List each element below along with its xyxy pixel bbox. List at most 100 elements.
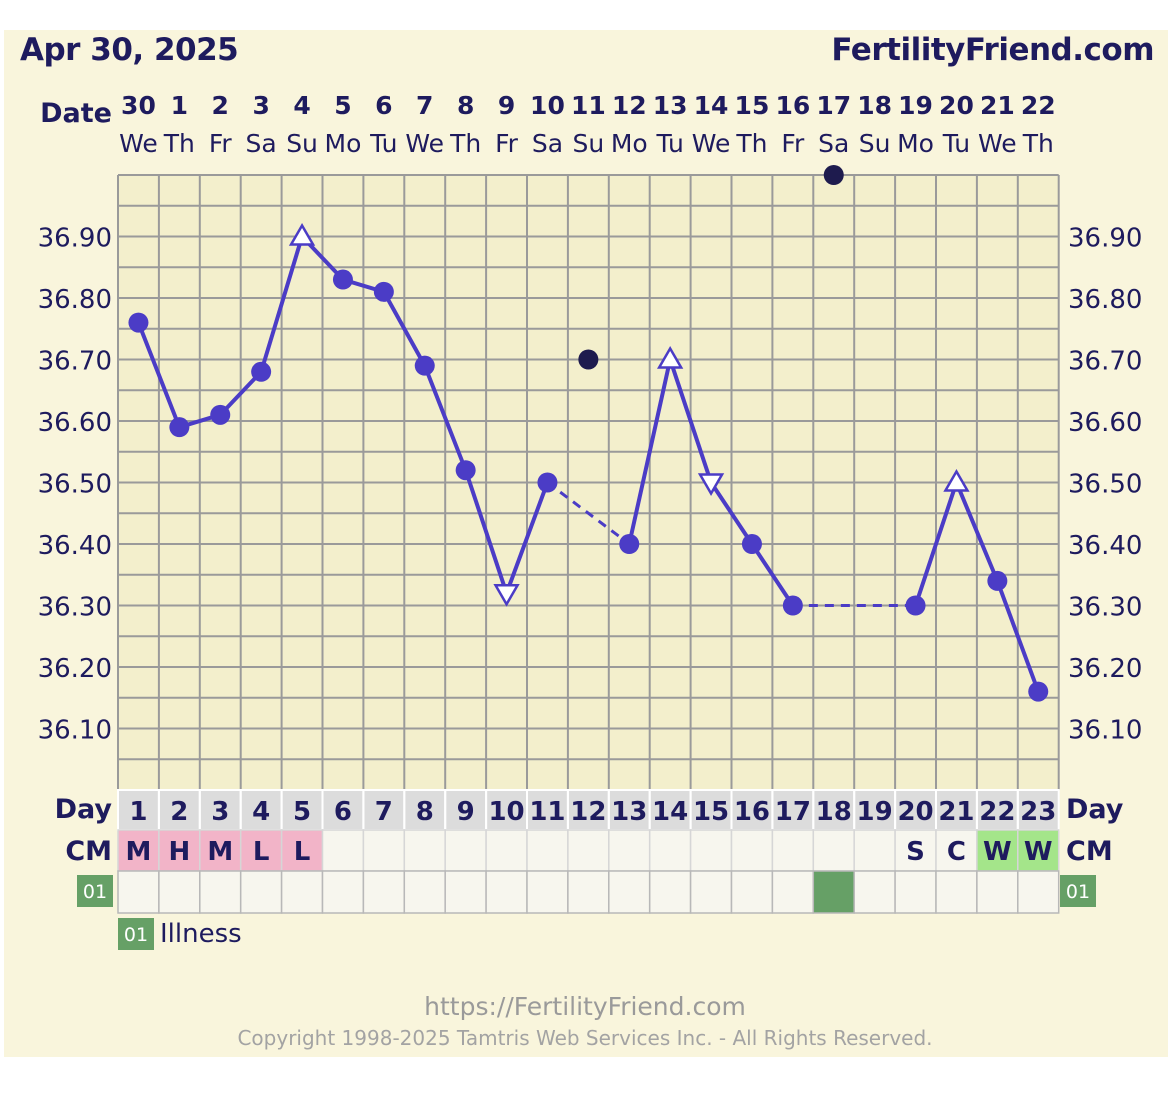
- illness-cell: [239, 870, 283, 914]
- temp-point: [619, 534, 640, 554]
- y-tick-label-right: 36.40: [1068, 531, 1142, 561]
- date-row-label: Date: [40, 98, 112, 129]
- temp-line-segment: [463, 469, 509, 594]
- day-number: 21: [938, 797, 974, 827]
- illness-cell: [567, 870, 610, 914]
- illness-code-left: 01: [83, 881, 107, 903]
- temp-line-segment: [668, 358, 713, 484]
- illness-marker: [812, 870, 855, 914]
- illness-cell: [935, 870, 978, 914]
- day-number: 6: [334, 797, 352, 827]
- weekday-label: We: [119, 129, 158, 158]
- temp-point: [1028, 681, 1049, 702]
- cm-cell: [771, 829, 815, 872]
- cm-value: L: [253, 837, 270, 867]
- cm-cell: [485, 829, 528, 872]
- weekday-label: Tu: [655, 129, 683, 158]
- weekday-label: Su: [286, 129, 318, 158]
- temp-line-segment: [382, 290, 427, 367]
- weekday-label: Sa: [818, 129, 849, 158]
- day-number: 2: [170, 797, 188, 827]
- date-label: 21: [980, 91, 1015, 120]
- date-label: 14: [694, 91, 729, 120]
- cm-value: W: [1024, 837, 1053, 867]
- temp-point-open-up: [288, 223, 316, 246]
- weekday-label: We: [405, 129, 444, 158]
- weekday-label: We: [692, 129, 731, 158]
- weekday-label: Su: [859, 129, 891, 158]
- day-row-label-right: Day: [1066, 794, 1124, 825]
- y-tick-label-left: 36.80: [38, 285, 112, 315]
- cm-value: C: [947, 837, 966, 867]
- illness-cell: [771, 870, 815, 914]
- temp-point: [332, 269, 353, 290]
- day-number: 4: [252, 797, 270, 827]
- temp-line-segment: [422, 364, 468, 471]
- day-number: 12: [570, 797, 606, 827]
- weekday-label: Tu: [942, 129, 970, 158]
- weekday-label: Th: [449, 129, 481, 158]
- temp-point: [251, 361, 272, 382]
- day-number: 5: [293, 797, 311, 827]
- cm-value: L: [294, 837, 311, 867]
- cm-row-label-right: CM: [1066, 836, 1113, 867]
- y-tick-label-left: 36.60: [38, 408, 112, 438]
- y-tick-label-left: 36.40: [38, 531, 112, 561]
- temp-line-segment: [504, 481, 550, 594]
- temp-line-segment: [750, 542, 795, 607]
- temp-line-segment: [259, 235, 304, 373]
- date-label: 15: [735, 91, 770, 120]
- chart-title: Apr 30, 2025: [20, 32, 239, 68]
- weekday-label: We: [978, 129, 1017, 158]
- day-number: 23: [1020, 797, 1056, 827]
- y-tick-label-right: 36.20: [1068, 654, 1142, 684]
- y-tick-label-right: 36.80: [1068, 285, 1142, 315]
- date-label: 2: [212, 91, 229, 120]
- day-number: 14: [652, 797, 688, 827]
- site-name: FertilityFriend.com: [831, 32, 1154, 68]
- cm-cell: [812, 829, 855, 872]
- cm-cell: [853, 829, 896, 872]
- temp-point: [905, 595, 926, 616]
- day-number: 20: [897, 797, 933, 827]
- weekday-label: Su: [572, 129, 604, 158]
- date-label: 22: [1021, 91, 1056, 120]
- illness-cell: [853, 870, 896, 914]
- illness-cell: [894, 870, 937, 914]
- illness-code-right-bg: [1060, 875, 1096, 907]
- day-number: 18: [816, 797, 852, 827]
- date-label: 11: [571, 91, 606, 120]
- cm-cell: [362, 829, 406, 872]
- temp-point-open-up: [943, 469, 970, 492]
- temp-point: [210, 404, 231, 425]
- date-label: 4: [293, 91, 310, 120]
- date-label: 6: [375, 91, 392, 120]
- day-number: 17: [775, 797, 811, 827]
- y-tick-label-right: 36.10: [1068, 716, 1142, 746]
- footer-copyright: Copyright 1998-2025 Tamtris Web Services…: [237, 1026, 933, 1050]
- cm-cell: [648, 829, 692, 872]
- weekday-label: Mo: [325, 129, 362, 158]
- cm-value: M: [207, 837, 233, 867]
- illness-cell: [280, 870, 324, 914]
- temp-point: [537, 472, 558, 493]
- illness-cell: [648, 870, 692, 914]
- discarded-temp-point: [578, 349, 599, 370]
- date-label: 1: [171, 91, 188, 120]
- day-row-label-left: Day: [55, 794, 113, 825]
- footer-url[interactable]: https://FertilityFriend.com: [424, 992, 746, 1021]
- illness-cell: [117, 870, 160, 914]
- temp-line-segment: [627, 359, 673, 545]
- y-tick-label-left: 36.30: [38, 593, 112, 623]
- day-number: 10: [488, 797, 524, 827]
- date-label: 16: [775, 91, 810, 120]
- day-number: 15: [693, 797, 729, 827]
- y-tick-label-left: 36.70: [38, 347, 112, 377]
- weekday-label: Fr: [495, 129, 519, 158]
- weekday-label: Sa: [532, 129, 563, 158]
- temp-point: [782, 595, 803, 616]
- cm-value: W: [983, 837, 1012, 867]
- weekday-label: Fr: [209, 129, 233, 158]
- weekday-label: Th: [163, 129, 195, 158]
- illness-code-right: 01: [1066, 881, 1090, 903]
